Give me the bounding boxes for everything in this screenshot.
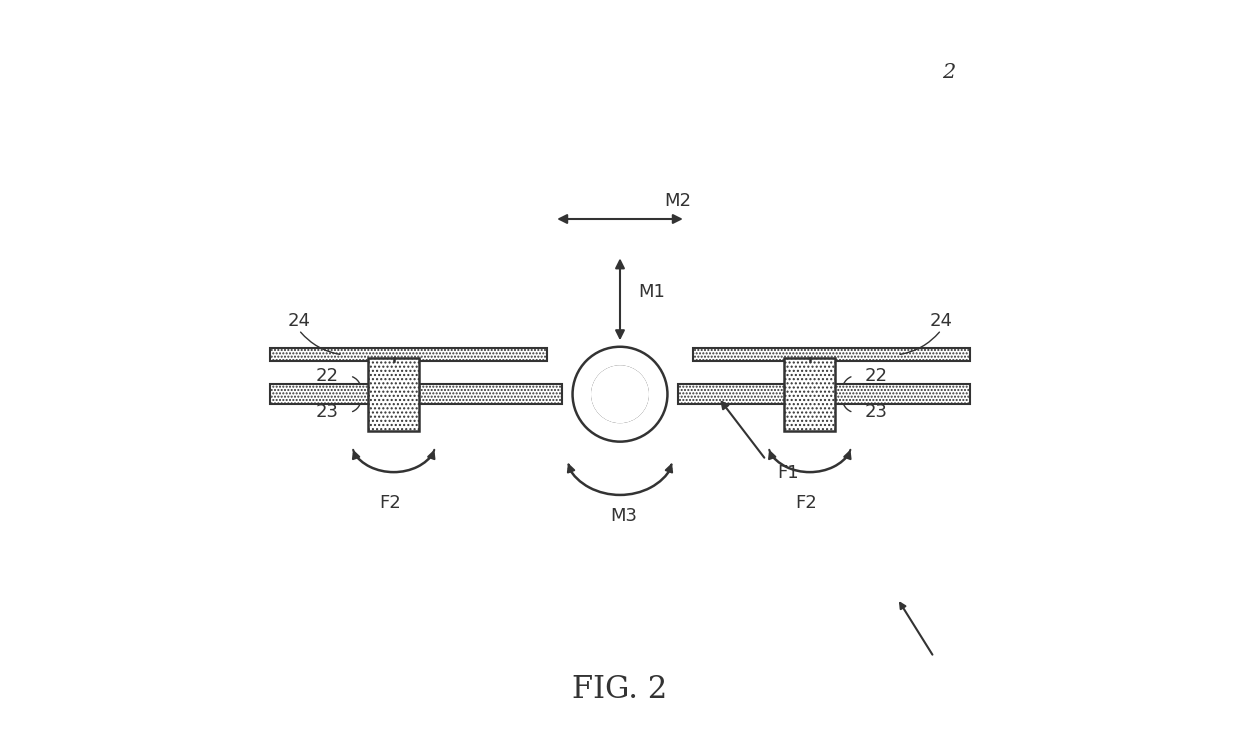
Text: FIG. 2: FIG. 2 bbox=[573, 675, 667, 705]
Text: 2: 2 bbox=[942, 64, 955, 82]
Text: F1: F1 bbox=[777, 464, 799, 482]
Text: 24: 24 bbox=[930, 312, 952, 330]
Circle shape bbox=[573, 347, 667, 442]
FancyBboxPatch shape bbox=[693, 348, 971, 361]
FancyBboxPatch shape bbox=[269, 348, 547, 361]
Text: 24: 24 bbox=[288, 312, 310, 330]
Text: 23: 23 bbox=[864, 404, 888, 421]
Text: 23: 23 bbox=[316, 404, 339, 421]
Text: M3: M3 bbox=[610, 507, 637, 525]
Circle shape bbox=[593, 366, 647, 422]
Text: M2: M2 bbox=[663, 192, 691, 210]
Text: 22: 22 bbox=[316, 367, 339, 385]
Text: 22: 22 bbox=[864, 367, 888, 385]
Text: F2: F2 bbox=[795, 494, 817, 512]
FancyBboxPatch shape bbox=[269, 384, 562, 404]
FancyBboxPatch shape bbox=[368, 358, 419, 431]
Text: F2: F2 bbox=[379, 494, 401, 512]
Text: M1: M1 bbox=[639, 283, 665, 301]
FancyBboxPatch shape bbox=[678, 384, 971, 404]
FancyBboxPatch shape bbox=[784, 358, 836, 431]
